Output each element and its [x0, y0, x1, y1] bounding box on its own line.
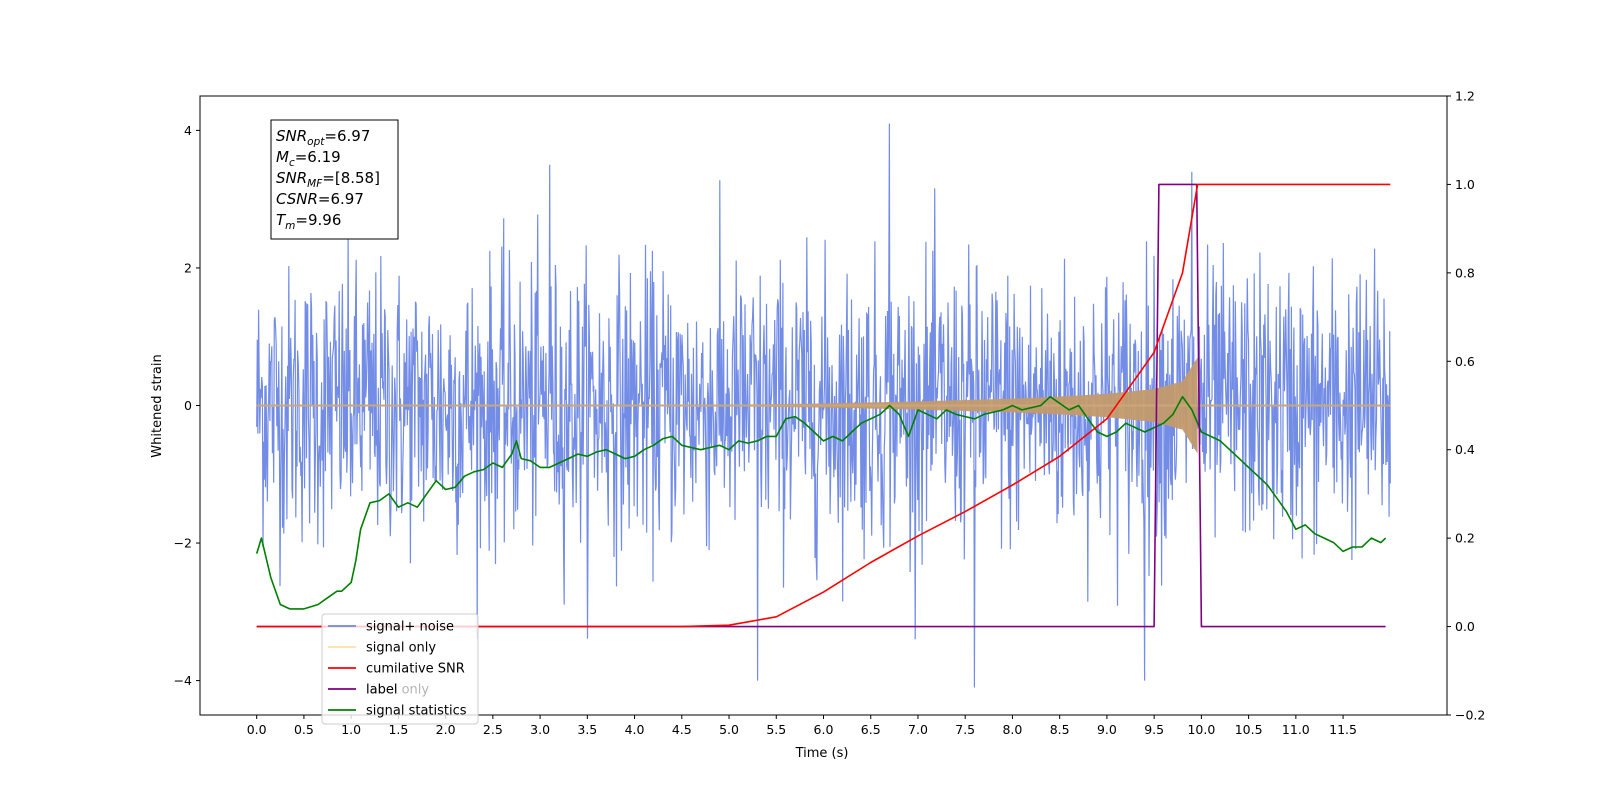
x-tick-label: 4.5: [672, 722, 692, 737]
x-tick-label: 3.0: [530, 722, 550, 737]
x-tick-label: 7.0: [908, 722, 928, 737]
y2-tick-label: 1.0: [1455, 177, 1475, 192]
y-tick-label: 4: [184, 123, 192, 138]
legend-label: label: [366, 683, 397, 698]
y-tick-label: −2: [174, 536, 192, 551]
x-tick-label: 5.5: [766, 722, 786, 737]
legend-frame: [321, 613, 479, 725]
x-tick-label: 0.0: [247, 722, 267, 737]
x-tick-label: 5.0: [719, 722, 739, 737]
annotation-line: CSNR=6.97: [276, 190, 364, 208]
legend-label: signal statistics: [366, 704, 467, 719]
x-tick-label: 2.5: [483, 722, 503, 737]
y2-tick-label: 0.8: [1455, 265, 1475, 280]
x-axis: 0.0 0.5 1.0 1.5 2.0 2.5 3.0 3.5 4.0 4.5 5.0 5.5 6.0 6…: [247, 715, 1357, 737]
label-line: [256, 183, 1386, 628]
signal-only-series: [256, 357, 1391, 454]
y-tick-label: −4: [174, 673, 192, 688]
annotation-line: Mc=6.19: [276, 148, 341, 169]
x-tick-label: 0.5: [294, 722, 314, 737]
y2-tick-label: 0.6: [1455, 354, 1475, 369]
legend-label: cumilative SNR: [366, 662, 465, 677]
x-tick-label: 9.5: [1144, 722, 1164, 737]
cumulative-snr-series: [256, 183, 1391, 628]
x-tick-label: 6.5: [861, 722, 881, 737]
legend-label: label only: [366, 683, 429, 698]
x-tick-label: 9.0: [1097, 722, 1117, 737]
x-tick-label: 7.5: [955, 722, 975, 737]
y-axis-right: 1.2 1.0 0.8 0.6 0.4 0.2 0.0 −0.2: [1447, 89, 1485, 723]
legend-label: signal only: [366, 641, 436, 656]
y-tick-label: 0: [184, 398, 192, 413]
y-axis-left: 4 2 0 −2 −4: [174, 123, 200, 688]
signal-statistics-series: [255, 395, 1387, 610]
annotation-line: SNRopt=6.97: [276, 127, 370, 148]
label-series: [256, 183, 1386, 628]
y2-tick-label: 0.2: [1455, 531, 1475, 546]
x-tick-label: 1.0: [341, 722, 361, 737]
x-tick-label: 3.5: [577, 722, 597, 737]
y2-tick-label: 1.2: [1455, 89, 1475, 104]
x-tick-label: 1.5: [388, 722, 408, 737]
signal-statistics-line: [255, 395, 1387, 610]
x-tick-label: 10.5: [1235, 722, 1263, 737]
cumulative-snr-line: [256, 183, 1391, 628]
y-axis-label: Whitened strain: [150, 354, 165, 457]
legend: signal+ noise signal only cumilative SNR la…: [321, 613, 479, 725]
y-tick-label: 2: [184, 260, 192, 275]
x-axis-label: Time (s): [795, 746, 849, 761]
annotation-line: SNRMF=[8.58]: [276, 169, 380, 190]
x-tick-label: 4.0: [625, 722, 645, 737]
legend-label: signal+ noise: [366, 620, 454, 635]
y2-tick-label: 0.4: [1455, 442, 1475, 457]
x-tick-label: 6.0: [814, 722, 834, 737]
annotation-line: Tm=9.96: [276, 211, 341, 232]
x-tick-label: 11.0: [1282, 722, 1310, 737]
x-tick-label: 2.0: [436, 722, 456, 737]
x-tick-label: 8.0: [1002, 722, 1022, 737]
annotation-frame: [270, 119, 399, 240]
x-tick-label: 10.0: [1187, 722, 1215, 737]
y2-tick-label: 0.0: [1455, 619, 1475, 634]
y2-tick-label: −0.2: [1455, 708, 1485, 723]
x-tick-label: 8.5: [1050, 722, 1070, 737]
x-tick-label: 11.5: [1329, 722, 1357, 737]
